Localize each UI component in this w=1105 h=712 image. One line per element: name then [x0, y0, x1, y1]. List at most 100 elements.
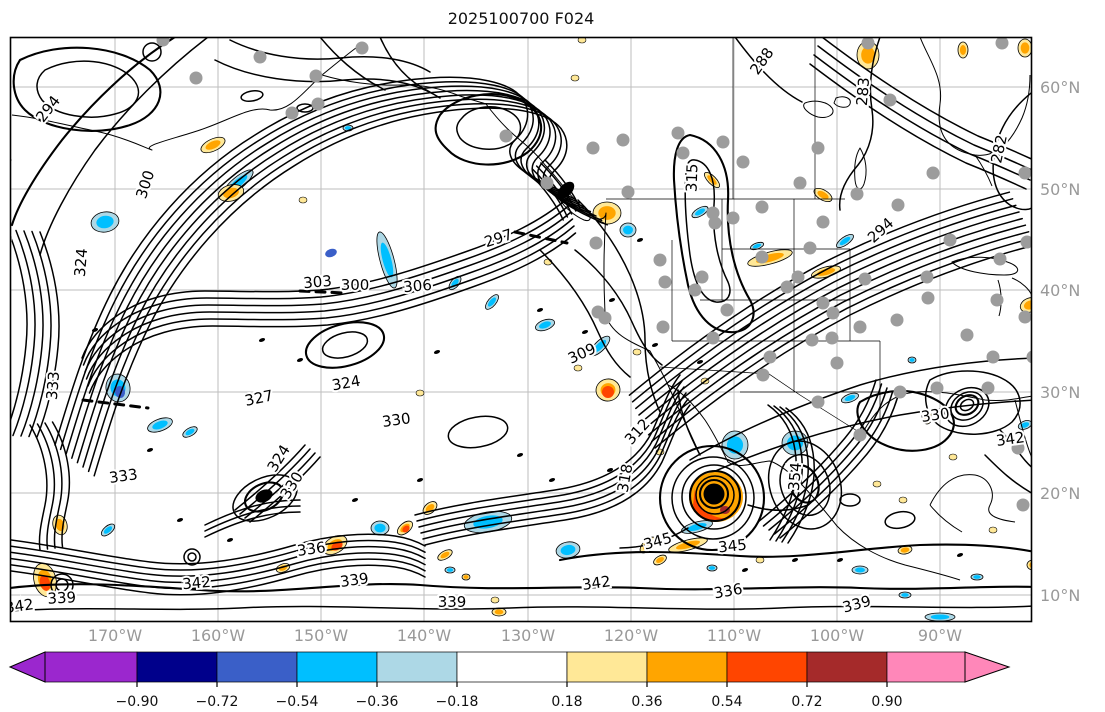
station-dot: [621, 185, 635, 199]
station-dot: [825, 331, 839, 345]
contour-label: 330: [381, 409, 412, 431]
station-dot: [890, 313, 904, 327]
station-dot: [995, 37, 1009, 50]
contour-label: 324: [71, 248, 91, 278]
contour-label: 345: [717, 536, 747, 557]
lat-label: 20°N: [1040, 484, 1080, 503]
lon-label: 100°W: [810, 626, 865, 645]
colorbar-segment: [216, 651, 298, 683]
contour-label: 336: [712, 580, 743, 603]
lon-label: 110°W: [707, 626, 762, 645]
station-dot: [653, 253, 667, 267]
latitude-axis-labels: 60°N 50°N 40°N 30°N 20°N 10°N: [1040, 78, 1080, 605]
station-dot: [826, 306, 840, 320]
lon-label: 160°W: [191, 626, 246, 645]
colorbar-tick-label: −0.36: [356, 694, 399, 710]
station-dot: [706, 331, 720, 345]
contour-label: 327: [243, 386, 275, 410]
anomaly-shading: [10, 37, 1032, 622]
station-dot: [726, 211, 740, 225]
station-dot: [1018, 166, 1032, 180]
tropical-cyclone: [619, 389, 809, 552]
contour-label: 339: [438, 593, 467, 611]
lon-label: 140°W: [397, 626, 452, 645]
contour-label: 333: [43, 371, 63, 401]
plot-title: 2025100700 F024: [448, 9, 595, 28]
station-dot: [811, 395, 825, 409]
station-dot: [993, 252, 1007, 266]
colorbar-tick-label: −0.18: [436, 694, 479, 710]
station-dot: [803, 241, 817, 255]
station-dot: [755, 250, 769, 264]
contour-label: 288: [746, 44, 777, 78]
longitude-axis-labels: 170°W 160°W 150°W 140°W 130°W 120°W 110°W 100°W…: [88, 626, 962, 645]
station-dot: [285, 106, 299, 120]
contour-label: 315: [683, 163, 702, 192]
contour-label: 339: [339, 569, 370, 591]
contour-label: 307: [0, 233, 14, 263]
colorbar-segment: [566, 651, 648, 683]
contour-label: 282: [987, 133, 1011, 165]
station-dot: [816, 296, 830, 310]
station-dot: [355, 41, 369, 55]
small-vortex: [944, 386, 990, 428]
station-dots: [156, 37, 1032, 512]
station-dot: [598, 311, 612, 325]
station-dot: [586, 141, 600, 155]
station-dot: [858, 272, 872, 286]
station-dot: [1026, 350, 1032, 364]
station-dot: [763, 350, 777, 364]
lon-label: 120°W: [604, 626, 659, 645]
station-dot: [1016, 498, 1030, 512]
contour-label: 330: [920, 404, 951, 426]
station-dot: [676, 146, 690, 160]
station-dot: [755, 200, 769, 214]
station-dot: [893, 385, 907, 399]
colorbar-tick-label: 0.36: [631, 694, 662, 710]
contour-label: 312: [621, 415, 654, 448]
colorbar-segment: [886, 651, 966, 683]
graticule-grid: [10, 37, 1032, 622]
station-dot: [990, 293, 1004, 307]
station-dot: [540, 176, 554, 190]
contour-label: 283: [853, 77, 873, 107]
station-dot: [658, 275, 672, 289]
station-dot: [811, 141, 825, 155]
contour-label: 300: [341, 276, 370, 294]
station-dot: [850, 187, 864, 201]
colorbar-segment: [646, 651, 728, 683]
contour-label: 294: [32, 92, 64, 126]
station-dot: [926, 166, 940, 180]
colorbar-tick-label: 0.90: [871, 694, 902, 710]
contour-label: 318: [614, 462, 637, 493]
station-dot: [891, 198, 905, 212]
station-dot: [671, 126, 685, 140]
contour-label: 342: [182, 573, 212, 593]
station-dot: [793, 176, 807, 190]
colorbar-arrow-right: [964, 651, 1011, 683]
colorbar-segment: [136, 651, 218, 683]
colorbar-tick-label: −0.54: [276, 694, 319, 710]
colorbar-segment: [456, 651, 568, 683]
station-dot: [311, 97, 325, 111]
station-dot: [688, 283, 702, 297]
station-dot: [1020, 235, 1032, 249]
lat-label: 30°N: [1040, 383, 1080, 402]
colorbar-segment: [44, 651, 138, 683]
colorbar-segment: [726, 651, 808, 683]
contour-label: 324: [330, 372, 361, 395]
contour-label: 354: [785, 462, 805, 492]
lat-label: 10°N: [1040, 586, 1080, 605]
contour-label: 297: [482, 225, 515, 251]
station-dot: [589, 236, 603, 250]
station-dot: [708, 216, 722, 230]
station-dot: [853, 428, 867, 442]
colorbar-tick-label: −0.72: [196, 694, 239, 710]
station-dot: [309, 69, 323, 83]
contour-label: 303: [303, 272, 333, 292]
station-dot: [499, 129, 513, 143]
colorbar-arrow-left: [8, 651, 46, 683]
station-dot: [616, 133, 630, 147]
lon-label: 170°W: [88, 626, 143, 645]
